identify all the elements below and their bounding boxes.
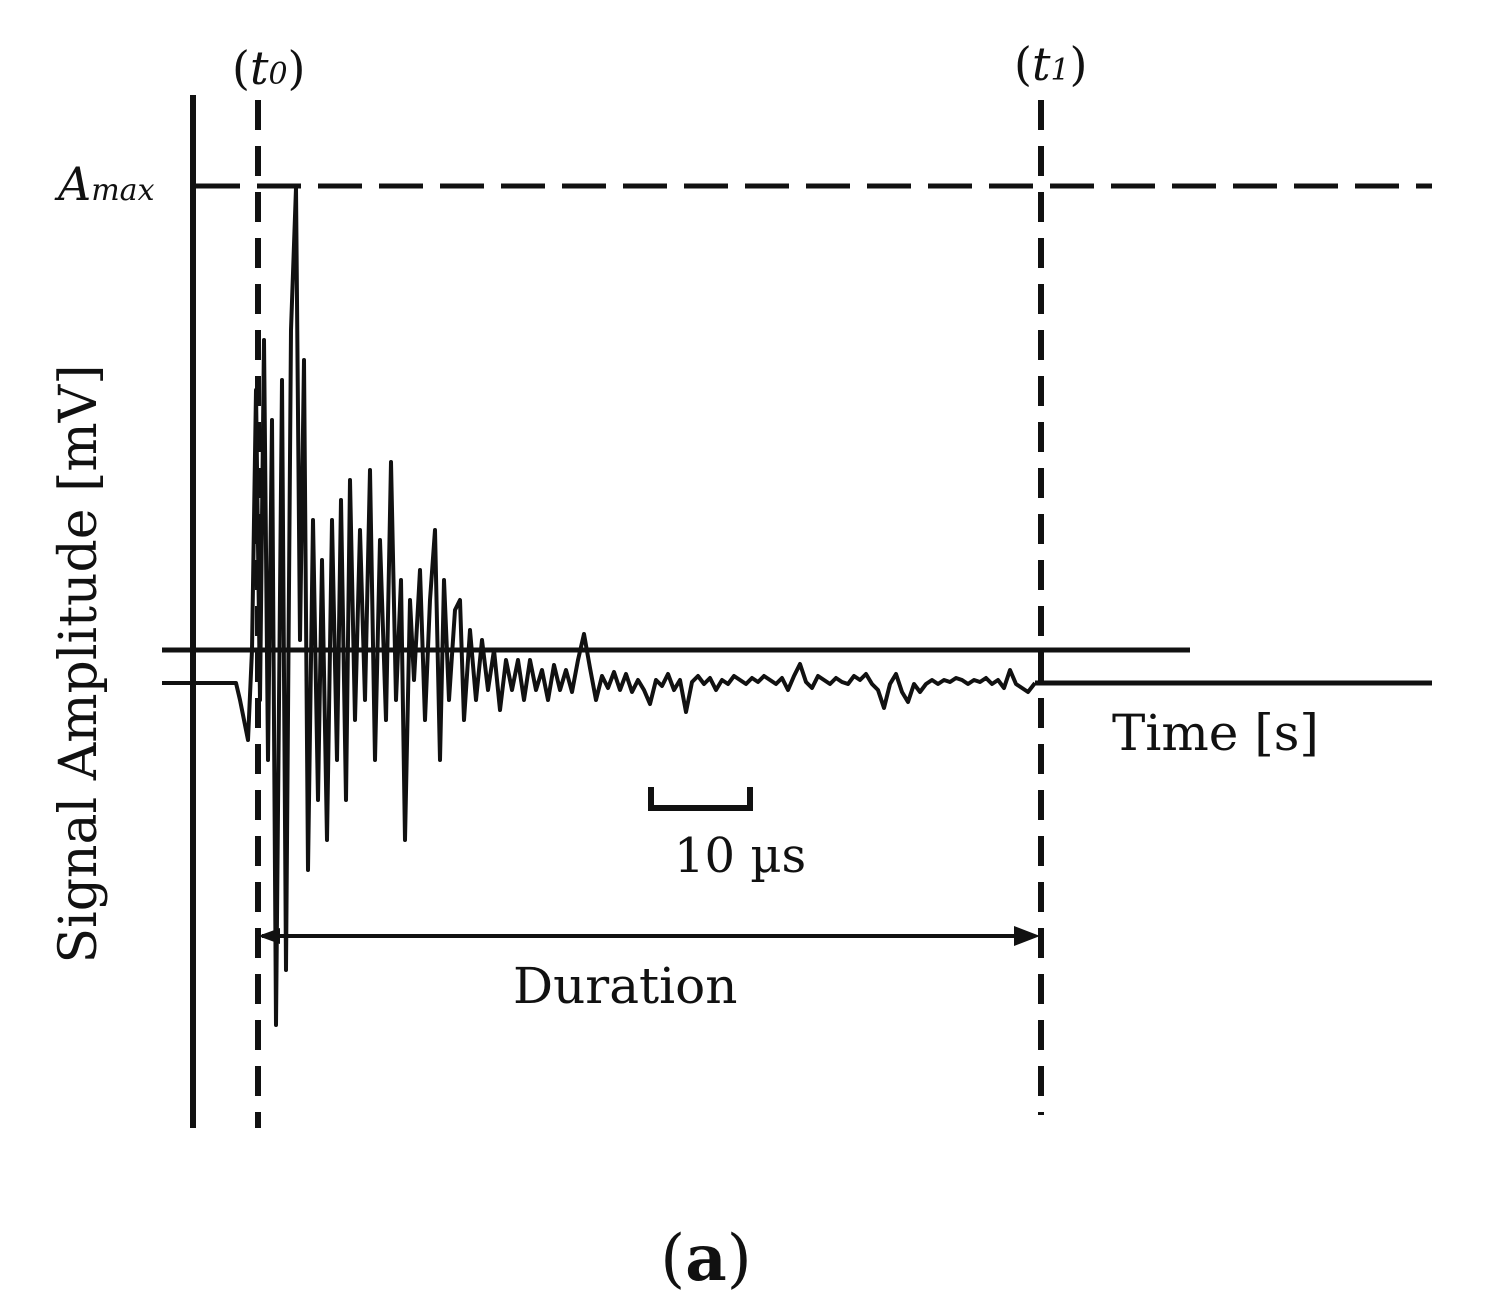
panel-label: (a) [660, 1221, 751, 1296]
scale-bar [648, 787, 753, 811]
duration-arrow-head-right [1014, 926, 1040, 946]
duration-label: Duration [513, 957, 737, 1015]
t0-label: (t0) [232, 41, 306, 95]
scale-bar-label: 10 µs [674, 828, 806, 884]
x-axis-label: Time [s] [1112, 704, 1319, 762]
t1-label: (t1) [1014, 37, 1088, 91]
amax-label: Amax [54, 157, 155, 211]
signal-waveform [162, 186, 1037, 1027]
y-axis-label: Signal Amplitude [mV] [49, 364, 109, 963]
duration-arrow-head-left [258, 928, 280, 944]
